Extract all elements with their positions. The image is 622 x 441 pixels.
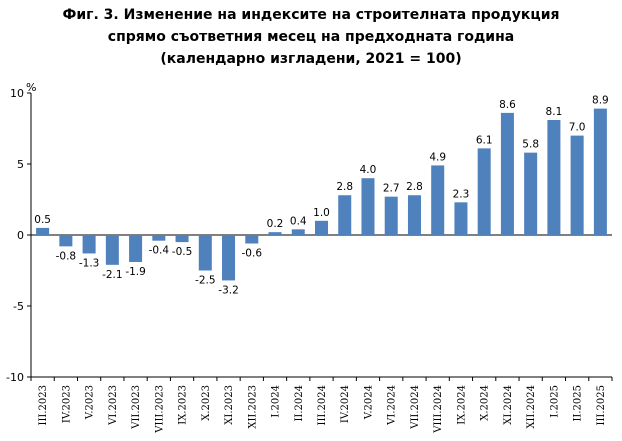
data-label: 8.9 [592, 95, 609, 107]
data-label: 4.9 [429, 151, 446, 163]
x-tick-label: III.2023 [38, 385, 49, 425]
bar [384, 196, 398, 235]
x-tick-label: VII.2024 [410, 385, 421, 430]
bar [268, 232, 282, 235]
data-label: -3.2 [218, 284, 239, 296]
bar [547, 119, 561, 235]
x-tick-label: II.2024 [294, 385, 305, 422]
data-label: -2.5 [195, 275, 216, 287]
data-label: 0.5 [34, 214, 51, 226]
data-label: 6.1 [476, 134, 493, 146]
bar [59, 235, 73, 247]
x-tick-label: VI.2023 [108, 385, 119, 426]
chart-title-line-1: Фиг. 3. Изменение на индексите на строит… [62, 7, 560, 23]
data-label: 8.1 [546, 106, 563, 118]
x-tick-label: I.2024 [271, 385, 282, 418]
data-label: -0.6 [242, 248, 263, 260]
data-label: 0.2 [267, 218, 284, 230]
x-tick-label: II.2025 [573, 385, 584, 422]
data-label: 2.8 [406, 181, 423, 193]
chart-title-line-3: (календарно изгладени, 2021 = 100) [160, 51, 462, 67]
data-label: -0.5 [172, 246, 193, 258]
y-tick-label: 5 [17, 158, 24, 171]
chart-title-line-2: спрямо съответния месец на предходната г… [107, 29, 515, 45]
bar [593, 108, 607, 235]
bar [175, 235, 189, 243]
x-tick-label: VII.2023 [131, 385, 142, 430]
data-label: -2.1 [102, 269, 123, 281]
data-label: 0.4 [290, 215, 307, 227]
chart-title: Фиг. 3. Изменение на индексите на строит… [0, 4, 622, 70]
bar [222, 235, 236, 281]
bar [524, 152, 538, 235]
bar [82, 235, 96, 254]
x-tick-label: IV.2024 [340, 385, 351, 423]
data-label: -0.4 [149, 245, 170, 257]
x-tick-label: III.2024 [317, 385, 328, 425]
data-label: 4.0 [360, 164, 377, 176]
data-label: 2.3 [453, 188, 470, 200]
x-tick-label: XII.2023 [247, 385, 258, 429]
x-tick-label: IV.2023 [61, 385, 72, 423]
bar [338, 195, 352, 235]
bar [36, 227, 50, 235]
bar [152, 235, 166, 241]
bar [477, 148, 491, 235]
data-label: 2.7 [383, 183, 400, 195]
bar [407, 195, 421, 235]
x-tick-label: V.2023 [85, 385, 96, 420]
x-tick-label: III.2025 [596, 385, 607, 425]
bar [105, 235, 119, 265]
data-label: 2.8 [336, 181, 353, 193]
x-tick-label: XI.2024 [503, 385, 514, 425]
bar [291, 229, 305, 235]
x-tick-label: IX.2024 [456, 385, 467, 425]
bar [129, 235, 143, 262]
bar [570, 135, 584, 235]
x-tick-label: VI.2024 [387, 385, 398, 426]
bar [500, 112, 514, 235]
x-tick-label: I.2025 [549, 385, 560, 418]
bar [431, 165, 445, 235]
data-label: 7.0 [569, 122, 586, 134]
y-tick-label: -5 [13, 300, 24, 313]
x-tick-label: VIII.2023 [154, 385, 165, 434]
x-tick-label: X.2023 [201, 385, 212, 421]
data-label: 1.0 [313, 207, 330, 219]
bar [454, 202, 468, 235]
x-tick-label: X.2024 [480, 385, 491, 421]
data-label: -1.9 [125, 266, 146, 278]
data-label: 5.8 [522, 139, 539, 151]
bar [361, 178, 375, 235]
bar [245, 235, 259, 244]
y-tick-label: 10 [10, 87, 24, 100]
bar [314, 220, 329, 235]
x-tick-label: IX.2023 [178, 385, 189, 425]
data-label: -0.8 [56, 250, 77, 262]
bar [198, 235, 212, 271]
y-tick-label: 0 [17, 229, 24, 242]
x-tick-label: XI.2023 [224, 385, 235, 425]
y-tick-label: -10 [6, 371, 24, 384]
y-axis-label: % [26, 81, 36, 94]
data-label: 8.6 [499, 99, 516, 111]
x-tick-label: VIII.2024 [433, 385, 444, 434]
x-tick-label: V.2024 [363, 385, 374, 420]
x-tick-label: XII.2024 [526, 385, 537, 429]
data-label: -1.3 [79, 257, 100, 269]
